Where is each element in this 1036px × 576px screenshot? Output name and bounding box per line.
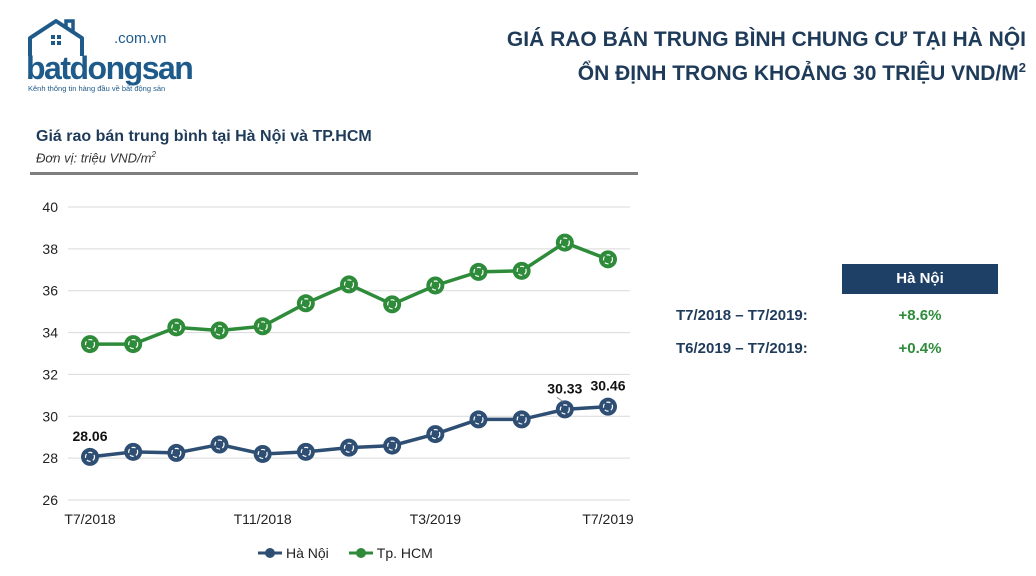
data-point-inner: [84, 451, 96, 462]
data-label-leader: [556, 396, 564, 402]
y-tick-label: 38: [42, 241, 58, 257]
data-point-inner: [516, 414, 527, 425]
data-point-inner: [84, 338, 96, 350]
data-point-inner: [128, 338, 139, 350]
data-point: [167, 443, 186, 462]
y-tick-label: 26: [42, 492, 58, 508]
house-roof-icon: [28, 19, 84, 56]
data-point: [167, 318, 186, 337]
data-label: 30.33: [547, 380, 582, 396]
logo-domain: .com.vn: [114, 30, 167, 47]
y-tick-label: 28: [42, 450, 58, 466]
headline-line-2: ỔN ĐỊNH TRONG KHOẢNG 30 TRIỆU VND/M2: [507, 54, 1026, 88]
stat-value-yoy: +8.6%: [898, 307, 942, 324]
data-point: [253, 317, 272, 336]
data-point: [512, 410, 531, 429]
side-table-header: Hà Nội: [842, 264, 998, 294]
data-point: [599, 397, 617, 416]
headline-line-2-text: ỔN ĐỊNH TRONG KHOẢNG 30 TRIỆU VND/M: [577, 62, 1019, 85]
data-point-inner: [473, 414, 484, 425]
data-point: [383, 436, 402, 455]
chart-unit-sup: 2: [151, 150, 156, 159]
data-point-inner: [516, 265, 527, 276]
data-point: [469, 410, 488, 429]
data-point-inner: [128, 446, 139, 457]
stat-value-mom: +0.4%: [898, 340, 942, 357]
data-point-inner: [387, 299, 398, 310]
data-point: [383, 295, 402, 314]
data-point-inner: [257, 321, 268, 332]
data-point: [340, 438, 358, 457]
data-point: [253, 444, 272, 463]
data-point-inner: [559, 404, 570, 415]
legend-label-hcm: Tp. HCM: [376, 545, 433, 561]
legend-marker-hcm: [348, 548, 373, 558]
x-tick-label: T7/2019: [582, 511, 634, 527]
data-point-inner: [171, 447, 182, 459]
data-point: [296, 442, 315, 461]
data-point: [426, 276, 445, 295]
x-tick-label: T11/2018: [234, 511, 292, 527]
chart-title: Giá rao bán trung bình tại Hà Nội và TP.…: [36, 128, 372, 145]
y-tick-label: 32: [42, 366, 58, 382]
data-point-inner: [343, 442, 355, 453]
data-point: [210, 321, 229, 340]
data-point: [296, 294, 315, 313]
chart-legend: Hà Nội Tp. HCM: [258, 545, 433, 561]
page-headline: GIÁ RAO BÁN TRUNG BÌNH CHUNG CƯ TẠI HÀ N…: [507, 26, 1026, 88]
batdongsan-logo: .com.vn batdongsan Kênh thông tin hàng đ…: [26, 18, 194, 96]
y-tick-label: 36: [42, 283, 58, 299]
data-point-inner: [430, 280, 441, 291]
x-tick-label: T7/2018: [64, 511, 116, 527]
data-point: [124, 442, 143, 461]
headline-line-2-sup: 2: [1018, 60, 1026, 75]
legend-marker-hanoi: [258, 548, 282, 558]
chart-unit-text: Đơn vị: triệu VND/m: [36, 150, 152, 166]
stat-label-yoy: T7/2018 – T7/2019:: [676, 307, 808, 324]
data-point: [512, 261, 531, 280]
x-tick-label: T3/2019: [410, 511, 462, 527]
data-point-inner: [300, 446, 311, 457]
data-point: [81, 335, 99, 354]
data-point-inner: [343, 279, 355, 290]
y-tick-label: 30: [42, 408, 58, 424]
chart-title-rule: [30, 172, 638, 175]
data-point: [81, 447, 99, 466]
data-point-inner: [387, 440, 398, 451]
stat-label-mom: T6/2019 – T7/2019:: [676, 340, 808, 357]
data-point-inner: [214, 439, 225, 450]
data-point-inner: [559, 237, 570, 248]
data-label: 28.06: [72, 428, 107, 444]
data-point: [599, 250, 617, 269]
logo-tagline: Kênh thông tin hàng đầu về bất động sản: [28, 84, 166, 93]
data-point: [124, 335, 143, 354]
data-point-inner: [300, 298, 311, 309]
data-point: [210, 435, 229, 454]
data-point: [340, 275, 358, 294]
chart-unit: Đơn vị: triệu VND/m2: [36, 150, 156, 165]
legend-label-hanoi: Hà Nội: [286, 545, 329, 561]
data-point: [469, 262, 488, 281]
y-tick-label: 40: [42, 199, 58, 215]
line-chart: 26 28 30 32 34 36 38 40 T7/2018 T11/2018 T3/2019 T7…: [42, 199, 634, 527]
data-point-inner: [214, 325, 225, 336]
data-point-inner: [602, 254, 614, 265]
data-label: 30.46: [590, 378, 625, 394]
headline-line-1: GIÁ RAO BÁN TRUNG BÌNH CHUNG CƯ TẠI HÀ N…: [506, 28, 1026, 51]
logo-brand: batdongsan: [26, 50, 194, 86]
data-point: [555, 233, 574, 252]
y-tick-label: 34: [42, 325, 58, 341]
data-point-inner: [473, 266, 484, 277]
legend-item-hanoi: Hà Nội: [258, 545, 329, 561]
data-point-inner: [430, 428, 441, 440]
data-point-inner: [171, 322, 182, 333]
data-point: [555, 400, 574, 419]
data-point: [426, 425, 445, 444]
legend-item-hcm: Tp. HCM: [348, 545, 433, 561]
data-point-inner: [602, 401, 614, 412]
data-point-inner: [257, 448, 268, 460]
